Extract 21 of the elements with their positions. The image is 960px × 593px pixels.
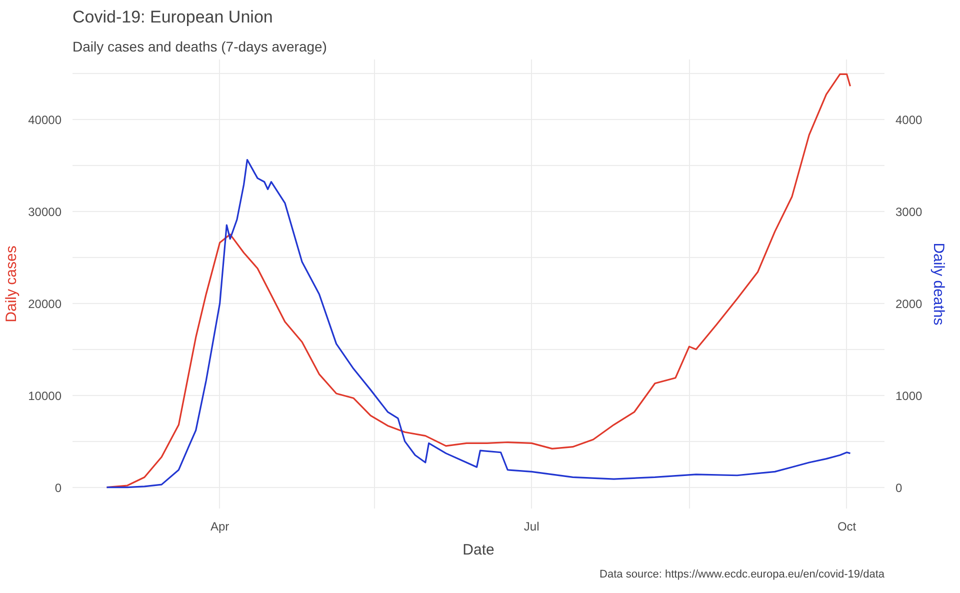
y2-tick-label: 1000 — [896, 388, 923, 403]
source-note: Data source: https://www.ecdc.europa.eu/en/covid-19/data — [600, 568, 886, 580]
chart-subtitle: Daily cases and deaths (7-days average) — [72, 38, 327, 54]
y-tick-label: 10000 — [28, 388, 62, 403]
y2-tick-label: 3000 — [896, 204, 923, 219]
y-tick-label: 20000 — [28, 296, 62, 311]
line-series — [106, 158, 852, 488]
chart-title: Covid-19: European Union — [72, 8, 273, 26]
y2-axis-title: Daily deaths — [930, 242, 948, 326]
line-series — [106, 73, 852, 488]
y-axis-title: Daily cases — [3, 246, 20, 322]
y-tick-label: 30000 — [28, 204, 62, 219]
x-tick-label: Jul — [524, 520, 540, 534]
x-axis-title: Date — [462, 542, 494, 558]
y2-tick-label: 2000 — [896, 296, 923, 311]
x-tick-label: Oct — [837, 520, 857, 534]
x-tick-label: Apr — [210, 520, 230, 534]
y-tick-label: 40000 — [28, 112, 62, 127]
y-tick-label: 0 — [54, 480, 62, 495]
y2-tick-label: 0 — [896, 480, 902, 495]
y2-tick-label: 4000 — [896, 112, 923, 127]
